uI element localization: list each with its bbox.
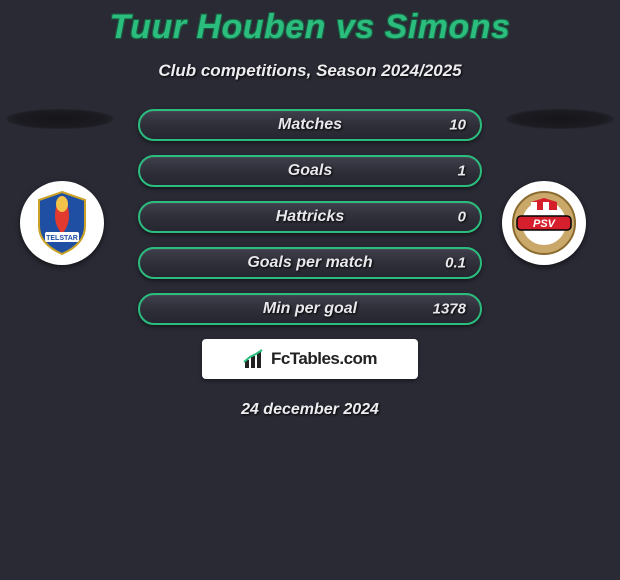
brand-text: FcTables.com	[271, 349, 377, 369]
brand-box[interactable]: FcTables.com	[202, 339, 418, 379]
date-text: 24 december 2024	[0, 401, 620, 419]
stat-row-mpg: Min per goal 1378	[138, 293, 482, 325]
shadow-ellipse-right	[506, 109, 614, 129]
svg-text:PSV: PSV	[533, 218, 557, 230]
psv-logo-icon: PSV	[511, 190, 577, 256]
team-crest-right: PSV	[502, 181, 600, 265]
stat-value-right: 0	[458, 209, 466, 226]
crest-ring: PSV	[502, 181, 586, 265]
stat-value-right: 0.1	[445, 255, 466, 272]
page-title: Tuur Houben vs Simons	[0, 0, 620, 47]
stat-label: Goals	[288, 162, 332, 180]
team-crest-left: TELSTAR	[20, 181, 118, 265]
stat-row-matches: Matches 10	[138, 109, 482, 141]
stat-value-right: 10	[449, 117, 466, 134]
comparison-area: Matches 10 Goals 1 Hattricks 0 Goals per…	[0, 109, 620, 419]
crest-ring: TELSTAR	[20, 181, 104, 265]
stat-row-gpm: Goals per match 0.1	[138, 247, 482, 279]
stat-label: Min per goal	[263, 300, 357, 318]
stat-value-right: 1	[458, 163, 466, 180]
stat-label: Matches	[278, 116, 342, 134]
stat-row-goals: Goals 1	[138, 155, 482, 187]
telstar-logo-icon: TELSTAR	[35, 190, 89, 256]
stat-rows: Matches 10 Goals 1 Hattricks 0 Goals per…	[138, 109, 482, 325]
stat-label: Goals per match	[247, 254, 372, 272]
stat-value-right: 1378	[433, 301, 466, 318]
bar-chart-icon	[243, 348, 265, 370]
shadow-ellipse-left	[6, 109, 114, 129]
svg-text:TELSTAR: TELSTAR	[46, 235, 78, 242]
stat-label: Hattricks	[276, 208, 344, 226]
stat-row-hattricks: Hattricks 0	[138, 201, 482, 233]
subtitle: Club competitions, Season 2024/2025	[0, 61, 620, 81]
